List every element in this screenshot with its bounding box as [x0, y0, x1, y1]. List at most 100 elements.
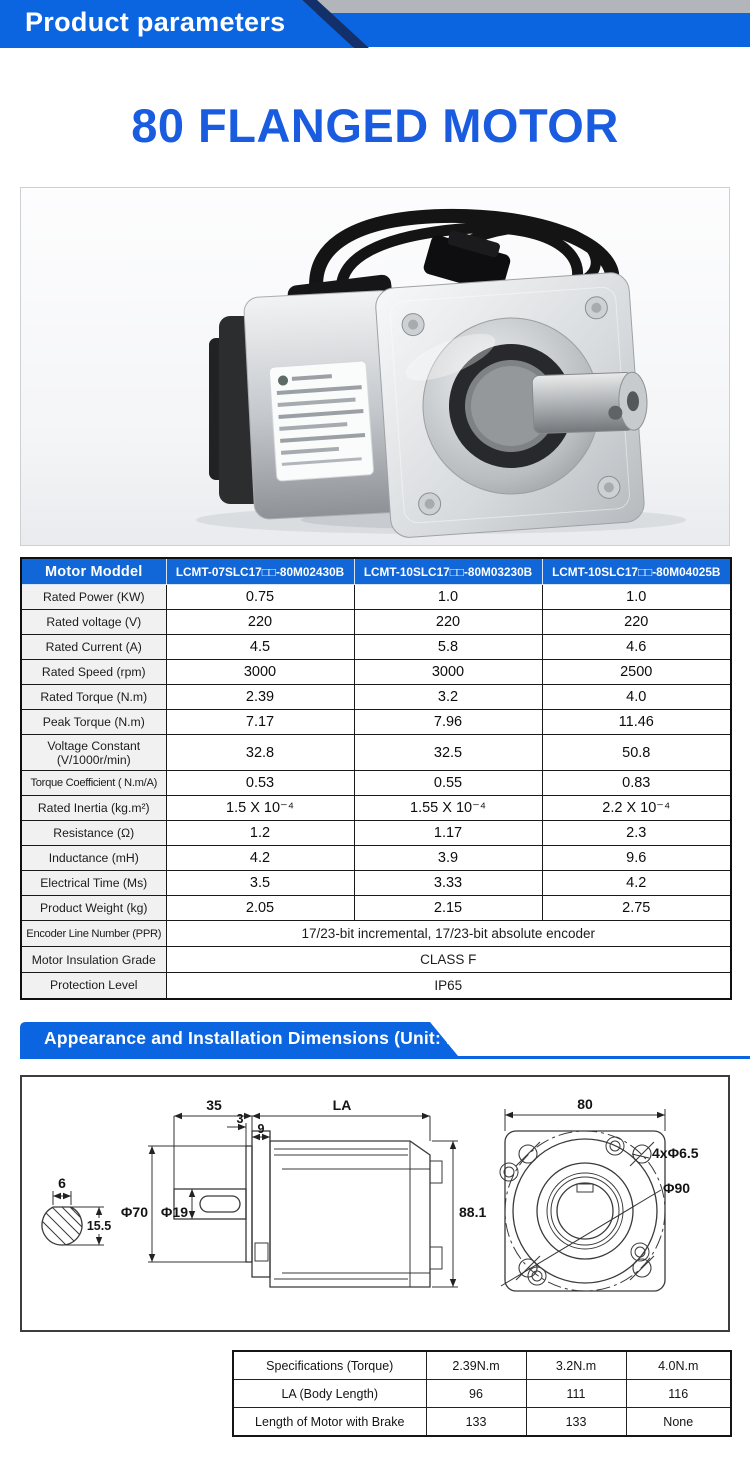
spec-span-value: IP65	[165, 972, 732, 999]
spec-value: 4.0	[541, 684, 732, 710]
spec-value: 220	[541, 609, 732, 635]
dimension-drawing: 6 15.5 35 LA 3 9 Φ70 Φ19 88.1 80 4xΦ6.5 …	[20, 1075, 730, 1332]
la-value: 133	[425, 1407, 527, 1437]
spec-row-label: Protection Level	[20, 972, 167, 999]
dim-la: LA	[333, 1097, 352, 1113]
header-ribbon-shape	[0, 0, 354, 48]
la-table-header: 3.2N.m	[525, 1350, 627, 1380]
spec-value: 4.2	[165, 845, 355, 871]
spec-row-label: Rated Inertia (kg.m²)	[20, 795, 167, 821]
table-row: Motor Insulation Grade CLASS F	[20, 946, 732, 973]
motor-connector	[423, 230, 511, 294]
la-value: 116	[625, 1379, 732, 1408]
la-table-header: 2.39N.m	[425, 1350, 527, 1380]
spec-value: 0.53	[165, 770, 355, 796]
spec-row-label: Rated Speed (rpm)	[20, 659, 167, 685]
la-row-label: Length of Motor with Brake	[232, 1407, 427, 1437]
spec-value: 2.39	[165, 684, 355, 710]
spec-row-label: Inductance (mH)	[20, 845, 167, 871]
table-row: Inductance (mH) 4.2 3.9 9.6	[20, 845, 732, 871]
table-row: Electrical Time (Ms) 3.5 3.33 4.2	[20, 870, 732, 896]
motor-nameplate	[268, 360, 374, 482]
table-row: Rated Current (A) 4.5 5.8 4.6	[20, 634, 732, 660]
table-row: Rated Power (KW) 0.75 1.0 1.0	[20, 584, 732, 610]
spec-col-model-1: LCMT-07SLC17□□-80M02430B	[165, 557, 355, 585]
spec-row-label: Motor Insulation Grade	[20, 946, 167, 973]
spec-row-label: Rated Power (KW)	[20, 584, 167, 610]
la-value: 111	[525, 1379, 627, 1408]
dim-80: 80	[577, 1096, 593, 1112]
spec-row-label: Torque Coefficient ( N.m/A)	[20, 770, 167, 796]
spec-value: 0.75	[165, 584, 355, 610]
spec-row-label: Voltage Constant (V/1000r/min)	[20, 734, 167, 771]
spec-row-label: Rated Current (A)	[20, 634, 167, 660]
spec-row-label: Electrical Time (Ms)	[20, 870, 167, 896]
spec-value: 7.96	[353, 709, 543, 735]
spec-row-label: Rated voltage (V)	[20, 609, 167, 635]
dim-6: 6	[58, 1175, 66, 1191]
spec-value: 3.9	[353, 845, 543, 871]
spec-value: 0.55	[353, 770, 543, 796]
spec-value: 7.17	[165, 709, 355, 735]
la-table-header: 4.0N.m	[625, 1350, 732, 1380]
spec-row-label: Product Weight (kg)	[20, 895, 167, 921]
table-row: Encoder Line Number (PPR) 17/23-bit incr…	[20, 920, 732, 947]
spec-col-model-3: LCMT-10SLC17□□-80M04025B	[541, 557, 732, 585]
dim-35: 35	[206, 1097, 222, 1113]
section-banner-title: Appearance and Installation Dimensions (…	[44, 1028, 484, 1048]
section-banner: Appearance and Installation Dimensions (…	[20, 1022, 750, 1059]
spec-table-header-row: Motor Moddel LCMT-07SLC17□□-80M02430B LC…	[20, 557, 732, 585]
spec-value: 2.2 X 10⁻⁴	[541, 795, 732, 821]
table-row: Length of Motor with Brake 133 133 None	[232, 1407, 732, 1437]
spec-span-value: CLASS F	[165, 946, 732, 973]
spec-table-corner-cell: Motor Moddel	[20, 557, 167, 585]
spec-value: 9.6	[541, 845, 732, 871]
spec-value: 0.83	[541, 770, 732, 796]
spec-value: 11.46	[541, 709, 732, 735]
spec-value: 3000	[353, 659, 543, 685]
la-value: None	[625, 1407, 732, 1437]
spec-value: 1.17	[353, 820, 543, 846]
spec-value: 32.8	[165, 734, 355, 771]
la-value: 96	[425, 1379, 527, 1408]
la-row-label: LA (Body Length)	[232, 1379, 427, 1408]
spec-value: 220	[165, 609, 355, 635]
dim-15-5: 15.5	[87, 1219, 111, 1233]
spec-value: 1.55 X 10⁻⁴	[353, 795, 543, 821]
spec-col-model-2: LCMT-10SLC17□□-80M03230B	[353, 557, 543, 585]
spec-value: 1.5 X 10⁻⁴	[165, 795, 355, 821]
table-row: Rated Torque (N.m) 2.39 3.2 4.0	[20, 684, 732, 710]
dimension-drawing-svg: 6 15.5 35 LA 3 9 Φ70 Φ19 88.1 80 4xΦ6.5 …	[41, 1096, 699, 1292]
side-view	[173, 1130, 443, 1288]
front-view	[499, 1130, 666, 1292]
spec-value: 2.15	[353, 895, 543, 921]
spec-value: 1.2	[165, 820, 355, 846]
spec-value: 3.2	[353, 684, 543, 710]
la-table: Specifications (Torque) 2.39N.m 3.2N.m 4…	[232, 1350, 732, 1437]
spec-value: 2500	[541, 659, 732, 685]
spec-value: 1.0	[353, 584, 543, 610]
spec-table: Motor Moddel LCMT-07SLC17□□-80M02430B LC…	[20, 557, 732, 1000]
page-header: Product parameters	[0, 0, 750, 48]
header-title: Product parameters	[25, 7, 286, 37]
table-row: Protection Level IP65	[20, 972, 732, 999]
spec-value: 2.75	[541, 895, 732, 921]
spec-span-value: 17/23-bit incremental, 17/23-bit absolut…	[165, 920, 732, 947]
spec-row-label: Rated Torque (N.m)	[20, 684, 167, 710]
shaft-section-view	[41, 1206, 83, 1246]
dim-88-1: 88.1	[459, 1204, 486, 1220]
dim-4xphi6-5: 4xΦ6.5	[652, 1145, 699, 1161]
table-row: Torque Coefficient ( N.m/A) 0.53 0.55 0.…	[20, 770, 732, 796]
table-row: Product Weight (kg) 2.05 2.15 2.75	[20, 895, 732, 921]
motor-flange	[375, 272, 645, 538]
spec-value: 4.2	[541, 870, 732, 896]
spec-row-label: Encoder Line Number (PPR)	[20, 920, 167, 947]
page-title: 80 FLANGED MOTOR	[131, 99, 619, 152]
spec-row-label: Peak Torque (N.m)	[20, 709, 167, 735]
dim-3: 3	[237, 1112, 244, 1126]
spec-value: 3000	[165, 659, 355, 685]
spec-value: 50.8	[541, 734, 732, 771]
table-row: Rated voltage (V) 220 220 220	[20, 609, 732, 635]
header-ribbon	[0, 0, 369, 48]
